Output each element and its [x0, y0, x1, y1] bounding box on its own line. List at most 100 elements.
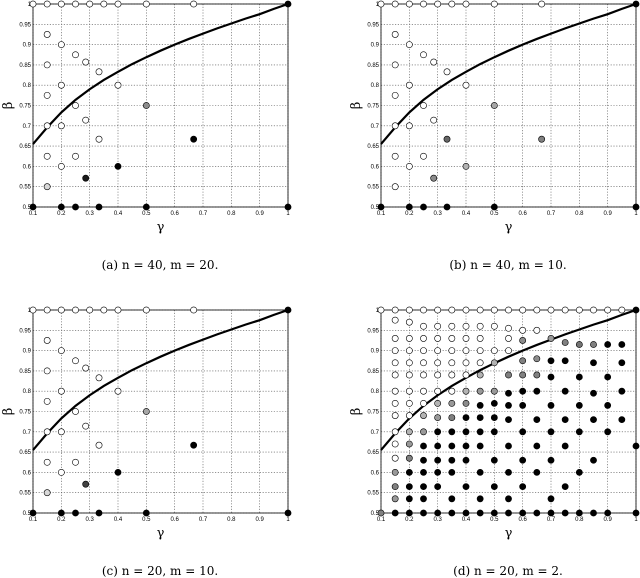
data-point — [505, 416, 512, 424]
data-point — [82, 174, 90, 182]
data-point — [420, 399, 427, 407]
data-point — [43, 31, 51, 38]
data-point — [100, 306, 108, 314]
x-tick-label: 0.7 — [547, 211, 556, 217]
data-point — [82, 58, 90, 66]
y-tick-label: 0.75 — [19, 104, 31, 110]
boundary-curve — [32, 308, 289, 451]
x-tick-label: 0.8 — [227, 517, 236, 523]
plot-frame — [380, 3, 637, 208]
data-point — [561, 416, 569, 424]
data-point — [391, 152, 399, 160]
data-point — [391, 371, 399, 379]
data-point — [590, 359, 597, 367]
data-point — [420, 347, 427, 354]
data-point — [490, 347, 498, 354]
data-point — [420, 495, 427, 503]
data-point — [95, 374, 103, 382]
data-point — [405, 41, 413, 48]
y-tick-label: 1 — [28, 308, 32, 314]
data-point — [72, 357, 79, 365]
data-point — [505, 335, 512, 342]
data-point — [462, 509, 470, 517]
data-point — [448, 456, 456, 464]
data-point — [462, 335, 470, 342]
data-point — [420, 428, 427, 436]
panel-caption: (d) n = 20, m = 2. — [453, 564, 563, 578]
data-point — [519, 371, 527, 379]
data-point — [538, 135, 546, 143]
y-tick-label: 0.85 — [367, 63, 379, 69]
x-tick-label: 0.9 — [255, 211, 264, 217]
data-point — [29, 0, 37, 8]
data-point — [490, 0, 498, 8]
data-point — [82, 364, 90, 372]
data-point — [618, 359, 626, 367]
data-point — [632, 0, 640, 8]
data-point — [462, 414, 470, 421]
y-tick-label: 0.55 — [19, 491, 31, 497]
data-point — [448, 387, 456, 395]
data-point — [114, 468, 122, 476]
data-point — [72, 509, 79, 517]
data-point — [505, 306, 512, 314]
x-axis-label: γ — [157, 526, 165, 541]
data-point — [476, 495, 484, 503]
data-point — [462, 428, 470, 436]
data-point — [391, 509, 399, 517]
data-point — [505, 468, 512, 476]
boundary-curve — [380, 2, 637, 145]
x-tick-label: 0.4 — [114, 517, 123, 523]
data-point — [430, 58, 438, 66]
data-point — [391, 454, 399, 462]
data-point — [284, 306, 292, 314]
data-point — [462, 456, 470, 464]
y-tick-label: 1 — [376, 308, 380, 314]
data-point — [547, 402, 555, 409]
data-point — [405, 203, 413, 211]
data-point — [95, 509, 103, 517]
data-point — [519, 428, 527, 436]
data-point — [448, 468, 456, 476]
y-axis-label: β — [1, 408, 16, 416]
data-point — [490, 428, 498, 436]
data-point — [448, 414, 456, 421]
y-axis-label: β — [349, 408, 364, 416]
y-tick-label: 0.65 — [19, 144, 31, 150]
data-point — [72, 102, 79, 109]
data-point — [505, 509, 512, 517]
data-point — [618, 416, 626, 424]
data-point — [448, 306, 456, 314]
data-point — [434, 428, 442, 436]
data-point — [72, 306, 79, 314]
y-tick-label: 0.85 — [19, 369, 31, 375]
data-point — [632, 509, 640, 517]
data-point — [190, 306, 198, 314]
y-tick-label: 0.95 — [367, 22, 379, 28]
data-point — [604, 402, 612, 409]
data-point — [377, 0, 385, 8]
panel-caption: (b) n = 40, m = 10. — [449, 258, 566, 272]
data-point — [43, 0, 51, 8]
data-point — [391, 0, 399, 8]
data-point — [405, 335, 413, 342]
data-point — [190, 441, 198, 449]
data-point — [434, 456, 442, 464]
data-point — [462, 322, 470, 330]
data-point — [519, 456, 527, 464]
data-point — [57, 203, 65, 211]
data-point — [476, 442, 484, 450]
data-point — [533, 306, 541, 314]
data-point — [114, 162, 122, 170]
data-point — [561, 387, 569, 395]
data-point — [434, 0, 442, 8]
x-tick-label: 0.5 — [490, 517, 499, 523]
x-tick-label: 0.5 — [490, 211, 499, 217]
data-point — [590, 341, 597, 348]
data-point — [284, 509, 292, 517]
data-point — [391, 399, 399, 407]
data-point — [490, 509, 498, 517]
x-tick-label: 0.6 — [170, 211, 179, 217]
data-point — [448, 359, 456, 367]
